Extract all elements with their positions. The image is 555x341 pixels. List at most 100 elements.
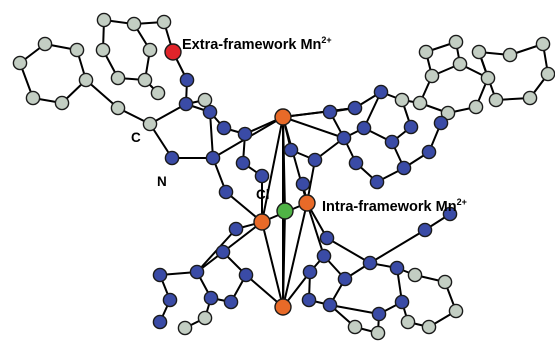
carbon-atom (54, 95, 70, 111)
carbon-atom (347, 319, 363, 335)
bond-line (261, 116, 284, 223)
nitrogen-atom (307, 152, 323, 168)
nitrogen-atom (218, 184, 234, 200)
bond-line (209, 111, 214, 159)
nitrogen-atom (238, 267, 254, 283)
bond-line (369, 229, 426, 264)
nitrogen-atom (371, 306, 387, 322)
carbon-atom (96, 12, 112, 28)
carbon-atom (407, 267, 423, 283)
intra-framework-mn-label: Intra-framework Mn2+ (322, 197, 467, 215)
chlorine-label: Cl (256, 187, 270, 202)
nitrogen-atom (235, 155, 251, 171)
carbon-label: C (131, 130, 141, 145)
manganese-atom (274, 108, 292, 126)
nitrogen-atom (421, 144, 437, 160)
carbon-atom (502, 47, 518, 63)
bond-line (261, 221, 284, 308)
bond-line (282, 107, 356, 118)
manganese-atom (298, 194, 316, 212)
carbon-atom (448, 303, 464, 319)
carbon-atom (440, 105, 456, 121)
carbon-atom (468, 99, 484, 115)
carbon-atom (421, 319, 437, 335)
bond-line (282, 210, 286, 308)
manganese-atom (274, 298, 292, 316)
nitrogen-atom (316, 248, 332, 264)
nitrogen-atom (203, 290, 219, 306)
nitrogen-atom (347, 100, 363, 116)
nitrogen-atom (384, 134, 400, 150)
nitrogen-atom (295, 176, 311, 192)
bond-line (282, 116, 286, 212)
carbon-atom (197, 310, 213, 326)
nitrogen-atom (302, 264, 318, 280)
nitrogen-atom (164, 150, 180, 166)
nitrogen-atom (322, 104, 338, 120)
nitrogen-atom (336, 130, 352, 146)
atom-layer (12, 12, 555, 341)
nitrogen-atom (228, 221, 244, 237)
bond-line (282, 202, 308, 308)
nitrogen-atom (442, 206, 458, 222)
nitrogen-atom (433, 115, 449, 131)
carbon-atom (137, 72, 153, 88)
nitrogen-atom (396, 160, 412, 176)
carbon-atom (480, 70, 496, 86)
nitrogen-atom (205, 150, 221, 166)
nitrogen-atom (283, 142, 299, 158)
carbon-atom (197, 92, 213, 108)
nitrogen-atom (237, 126, 253, 142)
nitrogen-atom (179, 72, 195, 88)
carbon-atom (394, 92, 410, 108)
carbon-atom (535, 36, 551, 52)
nitrogen-atom (337, 271, 353, 287)
carbon-atom (177, 320, 193, 336)
bond-layer (19, 19, 549, 334)
nitrogen-atom (348, 155, 364, 171)
carbon-atom (156, 14, 172, 30)
carbon-atom (37, 36, 53, 52)
bond-line (306, 202, 325, 257)
carbon-atom (25, 90, 41, 106)
nitrogen-atom (373, 84, 389, 100)
nitrogen-atom (202, 104, 218, 120)
carbon-atom (424, 68, 440, 84)
carbon-atom (110, 100, 126, 116)
carbon-atom (412, 95, 428, 111)
carbon-atom (522, 90, 538, 106)
chlorine-atom (276, 202, 294, 220)
nitrogen-atom (216, 120, 232, 136)
carbon-atom (448, 34, 464, 50)
nitrogen-atom (162, 292, 178, 308)
carbon-atom (110, 70, 126, 86)
carbon-atom (150, 85, 166, 101)
bond-line (329, 304, 380, 315)
carbon-atom (418, 44, 434, 60)
extra-framework-mn-label: Extra-framework Mn2+ (182, 35, 332, 53)
nitrogen-atom (356, 120, 372, 136)
nitrogen-atom (152, 314, 168, 330)
manganese-atom (253, 213, 271, 231)
nitrogen-atom (223, 294, 239, 310)
carbon-atom (452, 56, 468, 72)
nitrogen-atom (389, 260, 405, 276)
carbon-atom (78, 72, 94, 88)
carbon-atom (437, 274, 453, 290)
nitrogen-atom (362, 255, 378, 271)
nitrogen-atom (254, 168, 270, 184)
nitrogen-atom (322, 297, 338, 313)
carbon-atom (95, 42, 111, 58)
nitrogen-atom (319, 230, 335, 246)
extra-framework-mn-atom (164, 43, 182, 61)
carbon-atom (488, 92, 504, 108)
carbon-atom (142, 116, 158, 132)
nitrogen-atom (215, 244, 231, 260)
carbon-atom (126, 16, 142, 32)
nitrogen-atom (369, 174, 385, 190)
carbon-atom (471, 44, 487, 60)
carbon-atom (142, 42, 158, 58)
carbon-atom (540, 66, 555, 82)
